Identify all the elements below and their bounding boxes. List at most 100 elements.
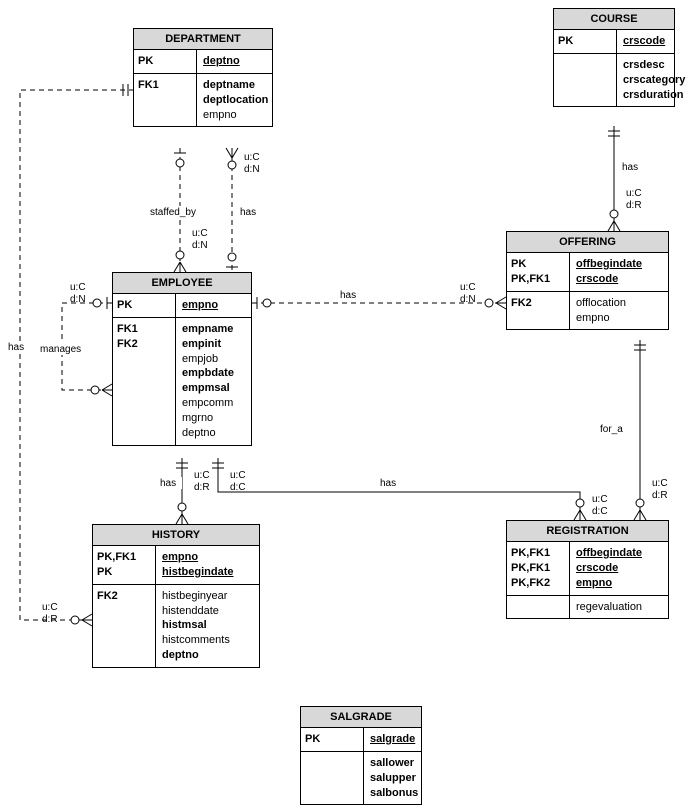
attr: empno: [162, 550, 253, 565]
key-column: [301, 752, 364, 805]
attr: empcomm: [182, 396, 245, 411]
svg-text:d:R: d:R: [42, 614, 58, 625]
entity-registration: REGISTRATIONPK,FK1 PK,FK1 PK,FK2offbegin…: [506, 520, 669, 619]
attr: deptname: [203, 78, 268, 93]
attr: offbegindate: [576, 257, 662, 272]
key-column: FK2: [93, 585, 156, 667]
attr: deptlocation: [203, 93, 268, 108]
attr: empname: [182, 322, 245, 337]
entity-title: OFFERING: [507, 232, 668, 253]
attr: histbegindate: [162, 565, 253, 580]
key-column: PK PK,FK1: [507, 253, 570, 291]
entity-row: PKsalgrade: [301, 728, 421, 752]
attr-column: deptnamedeptlocationempno: [197, 74, 274, 127]
svg-text:has: has: [380, 478, 396, 489]
svg-text:u:C: u:C: [592, 494, 608, 505]
attr: mgrno: [182, 411, 245, 426]
entity-row: PK,FK1 PK,FK1 PK,FK2offbegindatecrscodee…: [507, 542, 668, 596]
attr-column: offlocationempno: [570, 292, 668, 330]
edge-emp-manages: managesu:Cd:N: [38, 282, 112, 396]
attr: crscode: [576, 272, 662, 287]
entity-row: crsdesccrscategorycrsduration: [554, 54, 674, 107]
svg-text:has: has: [340, 290, 356, 301]
attr-column: sallowersaluppersalbonus: [364, 752, 424, 805]
svg-text:u:C: u:C: [70, 282, 86, 293]
attr: salupper: [370, 771, 418, 786]
entity-row: PK PK,FK1offbegindatecrscode: [507, 253, 668, 292]
attr: empno: [576, 311, 662, 326]
entity-title: DEPARTMENT: [134, 29, 272, 50]
entity-row: FK2offlocationempno: [507, 292, 668, 330]
entity-row: PKempno: [113, 294, 251, 318]
attr: crsdesc: [623, 58, 685, 73]
attr-column: offbegindatecrscode: [570, 253, 668, 291]
attr-column: empnohistbegindate: [156, 546, 259, 584]
entity-row: sallowersaluppersalbonus: [301, 752, 421, 805]
entity-row: regevaluation: [507, 596, 668, 619]
svg-text:staffed_by: staffed_by: [150, 207, 196, 218]
svg-text:d:R: d:R: [194, 482, 210, 493]
er-diagram-canvas: DEPARTMENTPKdeptnoFK1deptnamedeptlocatio…: [0, 0, 690, 803]
svg-text:u:C: u:C: [652, 478, 668, 489]
key-column: FK2: [507, 292, 570, 330]
key-column: FK1 FK2: [113, 318, 176, 445]
attr: histbeginyear: [162, 589, 253, 604]
attr: empno: [203, 108, 268, 123]
attr: empno: [576, 576, 662, 591]
entity-title: COURSE: [554, 9, 674, 30]
attr: regevaluation: [576, 600, 662, 615]
attr-column: empnameempinitempjobempbdateempmsalempco…: [176, 318, 251, 445]
key-column: [507, 596, 570, 619]
attr: salbonus: [370, 786, 418, 801]
attr: crscode: [623, 34, 668, 49]
key-column: PK: [301, 728, 364, 751]
attr: deptno: [203, 54, 266, 69]
edge-emp-history-has: hasu:Cd:R: [158, 458, 210, 524]
attr-column: empno: [176, 294, 251, 317]
entity-employee: EMPLOYEEPKempnoFK1 FK2empnameempinitempj…: [112, 272, 252, 446]
attr-column: crscode: [617, 30, 674, 53]
attr: empbdate: [182, 366, 245, 381]
svg-text:u:C: u:C: [244, 152, 260, 163]
svg-text:manages: manages: [40, 344, 81, 355]
attr: deptno: [162, 648, 253, 663]
attr-column: offbegindatecrscodeempno: [570, 542, 668, 595]
entity-history: HISTORYPK,FK1 PKempnohistbegindateFK2his…: [92, 524, 260, 668]
entity-row: PKcrscode: [554, 30, 674, 54]
edge-emp-registration-has: hasu:Cd:Cu:Cd:C: [212, 458, 608, 520]
svg-text:has: has: [240, 207, 256, 218]
svg-text:d:N: d:N: [244, 164, 260, 175]
entity-row: FK1deptnamedeptlocationempno: [134, 74, 272, 127]
svg-text:d:N: d:N: [460, 294, 476, 305]
attr: histcomments: [162, 633, 253, 648]
key-column: [554, 54, 617, 107]
svg-text:for_a: for_a: [600, 424, 623, 435]
entity-row: FK1 FK2empnameempinitempjobempbdateempms…: [113, 318, 251, 445]
attr-column: crsdesccrscategorycrsduration: [617, 54, 690, 107]
entity-title: EMPLOYEE: [113, 273, 251, 294]
attr-column: regevaluation: [570, 596, 668, 619]
attr: empmsal: [182, 381, 245, 396]
edge-course-offering-has: hasu:Cd:R: [608, 126, 644, 231]
svg-text:u:C: u:C: [42, 602, 58, 613]
attr: crscategory: [623, 73, 685, 88]
entity-row: PK,FK1 PKempnohistbegindate: [93, 546, 259, 585]
key-column: FK1: [134, 74, 197, 127]
svg-text:d:N: d:N: [192, 240, 208, 251]
attr: deptno: [182, 426, 245, 441]
attr: crscode: [576, 561, 662, 576]
attr: empjob: [182, 352, 245, 367]
svg-text:has: has: [160, 478, 176, 489]
attr-column: deptno: [197, 50, 272, 73]
entity-department: DEPARTMENTPKdeptnoFK1deptnamedeptlocatio…: [133, 28, 273, 127]
svg-text:has: has: [622, 162, 638, 173]
entity-course: COURSEPKcrscodecrsdesccrscategorycrsdura…: [553, 8, 675, 107]
attr-column: salgrade: [364, 728, 421, 751]
edge-dept-emp-staffedby: staffed_by u:Cd:N: [148, 148, 214, 272]
attr: offlocation: [576, 296, 662, 311]
key-column: PK: [134, 50, 197, 73]
attr: offbegindate: [576, 546, 662, 561]
entity-row: PK deptno: [134, 50, 272, 74]
svg-text:u:C: u:C: [192, 228, 208, 239]
edge-offering-registration-fora: for_au:Cd:R: [598, 340, 668, 520]
